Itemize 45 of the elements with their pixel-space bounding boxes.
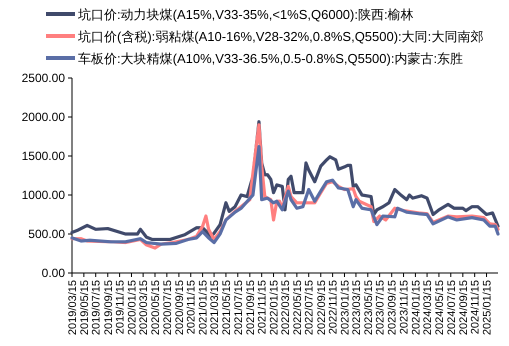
x-tick-label: 2025/01/15 [482,280,494,336]
x-tick-label: 2022/05/15 [292,280,304,336]
y-tick-label: 1500.00 [22,149,66,163]
x-tick-label: 2021/07/15 [232,280,245,336]
y-tick-label: 0.00 [42,266,66,280]
x-tick-label: 2024/07/15 [446,280,458,336]
legend-label: 车板价:大块精煤(A10%,V33-36.5%,0.5-0.8%S,Q5500):内蒙古:东胜 [78,51,464,66]
y-tick-label: 2500.00 [22,71,66,85]
x-tick-label: 2024/11/15 [470,280,482,334]
x-tick-label: 2024/03/15 [422,280,434,336]
x-tick-label: 2021/03/15 [209,280,222,336]
x-tick-label: 2023/11/15 [398,280,411,334]
x-tick-label: 2020/05/15 [150,280,162,336]
x-tick-label: 2024/05/15 [434,280,446,336]
x-tick-label: 2021/01/15 [198,280,210,336]
x-tick-label: 2023/01/15 [339,280,352,336]
x-tick-label: 2019/11/15 [114,280,127,334]
x-tick-label: 2019/03/15 [67,280,79,336]
x-tick-label: 2020/01/15 [126,280,138,336]
x-tick-label: 2019/05/15 [78,280,91,336]
x-tick-label: 2022/09/15 [316,280,328,336]
x-tick-label: 2022/07/15 [304,280,316,336]
y-tick-label: 500.00 [28,227,66,241]
x-tick-label: 2022/03/15 [280,280,292,336]
x-tick-label: 2023/05/15 [362,280,375,336]
x-tick-label: 2021/05/15 [220,280,233,336]
x-tick-label: 2020/11/15 [186,280,198,334]
x-tick-label: 2019/07/15 [90,280,103,336]
y-tick-label: 1000.00 [22,188,66,202]
x-tick-label: 2021/09/15 [244,280,257,336]
x-tick-label: 2022/11/15 [328,280,340,334]
x-tick-label: 2019/09/15 [102,280,115,336]
x-tick-label: 2020/09/15 [174,280,186,336]
legend-label: 坑口价:动力块煤(A15%,V33-35%,<1%S,Q6000):陕西:榆林 [77,7,414,22]
x-tick-label: 2020/03/15 [138,280,150,336]
x-tick-label: 2024/09/15 [458,280,470,336]
x-tick-label: 2023/07/15 [374,280,387,336]
x-tick-label: 2024/01/15 [410,280,422,336]
x-tick-label: 2020/07/15 [162,280,174,336]
legend-label: 坑口价(含税):弱粘煤(A10-16%,V28-32%,0.8%S,Q5500):大同:大同南郊 [77,29,484,44]
y-tick-label: 2000.00 [22,110,66,124]
x-tick-label: 2022/01/15 [268,280,281,336]
x-tick-label: 2023/09/15 [386,280,399,336]
x-tick-label: 2021/11/15 [256,280,269,334]
x-tick-label: 2023/03/15 [350,280,363,336]
